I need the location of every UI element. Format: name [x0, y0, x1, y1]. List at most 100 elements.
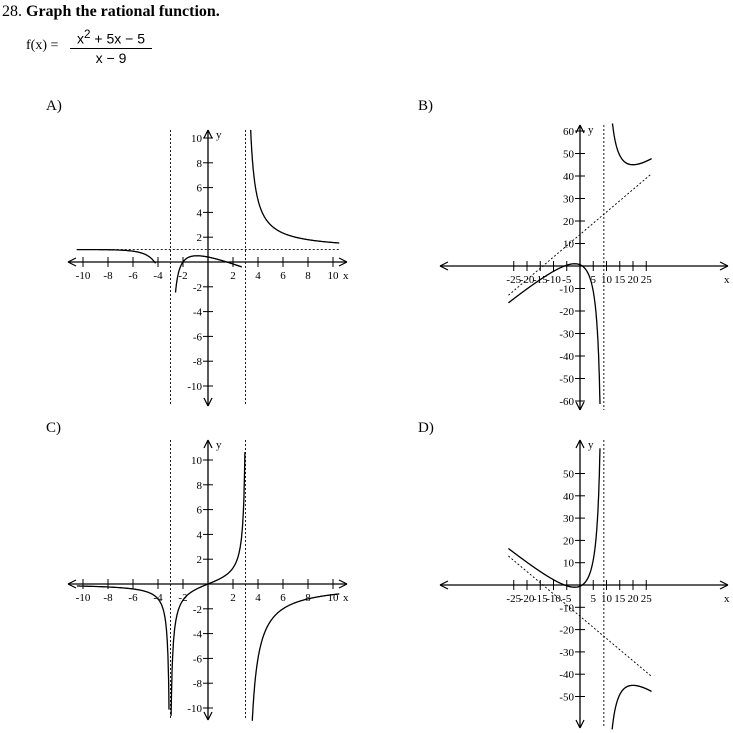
y-tick-label-a: 2	[197, 232, 203, 244]
y-tick-label-d: -20	[559, 625, 574, 637]
y-tick-label-c: 10	[191, 455, 203, 467]
y-tick-label-b: -60	[559, 396, 574, 408]
x-tick-label-a: -8	[103, 270, 113, 282]
option-label-b: B)	[418, 98, 433, 114]
y-tick-label-c: 6	[197, 505, 203, 517]
x-tick-label-d: 10	[601, 593, 613, 605]
y-tick-label-a: -10	[187, 381, 202, 393]
y-tick-label-b: 30	[563, 194, 575, 206]
y-tick-label-b: 40	[563, 171, 575, 183]
x-axis-label-a: x	[343, 270, 349, 282]
function-definition: f(x) = x2 + 5x − 5 x − 9	[26, 28, 166, 68]
y-tick-label-c: -10	[187, 703, 202, 715]
y-axis-arrow-up-d	[575, 439, 585, 449]
y-tick-label-c: 4	[197, 529, 203, 541]
y-tick-label-d: -50	[559, 692, 574, 704]
x-tick-label-c: 6	[280, 592, 286, 604]
graph-curve-middle-c	[170, 452, 246, 716]
y-tick-label-b: 50	[563, 149, 575, 161]
x-tick-label-d: -15	[533, 593, 548, 605]
y-tick-label-d: -40	[559, 669, 574, 681]
y-axis-label-b: y	[588, 124, 594, 136]
x-tick-label-b: 5	[591, 274, 597, 286]
graph-curve-left-b	[508, 263, 601, 405]
x-tick-label-d: 5	[591, 593, 597, 605]
graph-curve-left-a	[76, 248, 157, 264]
y-tick-label-c: -8	[193, 678, 203, 690]
x-tick-label-a: 8	[305, 270, 311, 282]
y-tick-label-d: 20	[563, 535, 575, 547]
slant-asymptote-d	[508, 555, 652, 677]
question-prompt: Graph the rational function.	[26, 3, 220, 20]
y-tick-label-b: -40	[559, 351, 574, 363]
x-tick-label-b: 20	[628, 274, 640, 286]
x-tick-label-a: -2	[178, 270, 187, 282]
x-axis-arrow-left-c	[67, 579, 77, 589]
y-tick-label-a: 4	[197, 207, 203, 219]
x-tick-label-d: -25	[506, 593, 521, 605]
numerator-exponent: 2	[84, 28, 91, 41]
y-tick-label-b: -50	[559, 374, 574, 386]
y-axis-arrow-up-c	[203, 439, 213, 449]
function-denominator: x − 9	[95, 50, 127, 66]
x-tick-label-c: -10	[76, 592, 91, 604]
x-axis-label-c: x	[343, 592, 349, 604]
x-axis-arrow-right-a	[338, 257, 348, 267]
x-tick-label-b: 25	[641, 274, 653, 286]
y-tick-label-d: 30	[563, 513, 575, 525]
y-tick-label-d: 10	[563, 558, 575, 570]
y-tick-label-b: 20	[563, 216, 575, 228]
y-tick-label-a: 8	[197, 158, 203, 170]
x-tick-label-b: 10	[601, 274, 613, 286]
x-axis-arrow-left-a	[67, 257, 77, 267]
x-tick-label-a: -10	[76, 270, 91, 282]
y-axis-arrow-up-a	[203, 129, 213, 139]
y-tick-label-c: -2	[193, 604, 202, 616]
graph-curve-middle-a	[174, 255, 242, 293]
y-tick-label-c: -4	[193, 629, 203, 641]
function-numerator: x2 + 5x − 5	[70, 28, 152, 47]
x-tick-label-a: 10	[328, 270, 340, 282]
y-axis-arrow-down-b	[575, 401, 585, 411]
x-tick-label-c: -2	[178, 592, 187, 604]
x-tick-label-d: -10	[546, 593, 561, 605]
x-tick-label-c: 8	[305, 592, 311, 604]
question-header: 28. Graph the rational function.	[2, 3, 220, 21]
y-tick-label-a: -4	[193, 307, 203, 319]
numerator-base: x	[77, 30, 85, 47]
graph-curve-left-c	[76, 585, 170, 710]
x-tick-label-c: -6	[128, 592, 138, 604]
y-axis-arrow-down-c	[203, 711, 213, 721]
y-tick-label-a: -8	[193, 356, 203, 368]
question-number: 28.	[2, 3, 22, 20]
numerator-rest: + 5x − 5	[90, 30, 145, 47]
x-tick-label-d: 20	[628, 593, 640, 605]
y-tick-label-d: -10	[559, 602, 574, 614]
y-tick-label-b: -30	[559, 329, 574, 341]
fraction-bar	[70, 48, 152, 49]
x-tick-label-a: 6	[280, 270, 286, 282]
x-axis-arrow-right-c	[338, 579, 348, 589]
x-tick-label-b: -5	[562, 274, 572, 286]
y-tick-label-b: 60	[563, 126, 575, 138]
x-axis-label-d: x	[724, 593, 730, 605]
y-axis-arrow-down-d	[575, 719, 585, 729]
x-tick-label-c: -8	[103, 592, 113, 604]
x-tick-label-d: 25	[641, 593, 653, 605]
y-axis-label-c: y	[216, 439, 222, 451]
x-tick-label-c: 2	[230, 592, 236, 604]
option-label-a: A)	[46, 98, 62, 114]
y-axis-label-a: y	[216, 129, 222, 141]
graph-curve-right-c	[251, 593, 340, 721]
x-tick-label-b: 15	[614, 274, 626, 286]
x-tick-label-a: -6	[128, 270, 138, 282]
x-axis-label-b: x	[724, 274, 730, 286]
x-tick-label-c: 10	[328, 592, 340, 604]
x-tick-label-d: 15	[614, 593, 626, 605]
x-tick-label-d: -20	[520, 593, 535, 605]
y-tick-label-c: -6	[193, 653, 203, 665]
y-tick-label-c: 8	[197, 480, 203, 492]
x-axis-arrow-left-b	[439, 261, 449, 271]
graph-curve-left-d	[508, 448, 601, 588]
